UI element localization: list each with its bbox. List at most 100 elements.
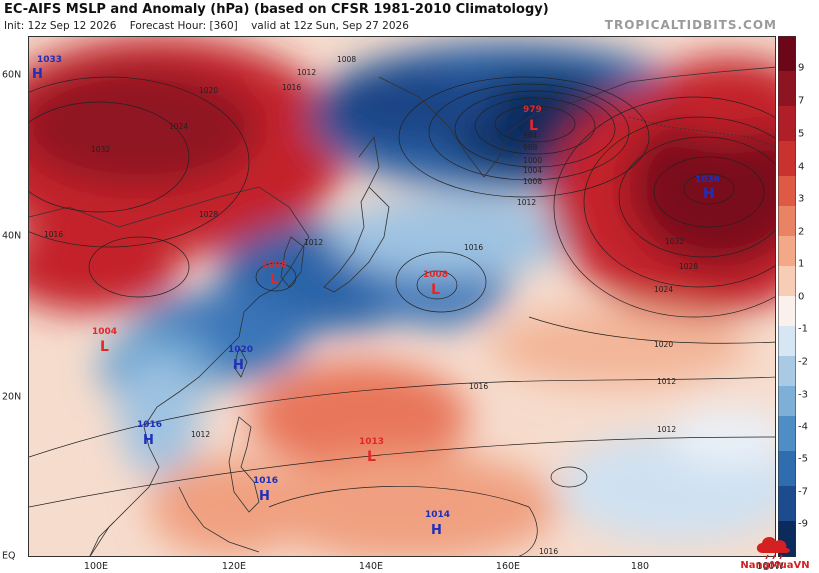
low-center: 979 L	[523, 105, 542, 134]
chart-subtitle: Init: 12z Sep 12 2026 Forecast Hour: [36…	[4, 20, 419, 32]
mslp-anomaly-map: 1008 1012 1016 1016 1020 1024 1028 1032 …	[29, 37, 775, 556]
isobar-label: 1012	[191, 430, 210, 439]
svg-text:H: H	[32, 67, 43, 82]
isobar-label: 1000	[523, 156, 542, 165]
svg-text:1004: 1004	[92, 327, 117, 337]
forecast-hour: Forecast Hour: [360]	[129, 20, 238, 32]
svg-text:1033: 1033	[37, 55, 62, 65]
colorbar	[778, 36, 796, 557]
high-center: 1020 H	[228, 345, 253, 373]
isobar-label: 1028	[199, 210, 218, 219]
header: EC-AIFS MSLP and Anomaly (hPa) (based on…	[0, 0, 819, 36]
isobar-label: 1012	[657, 377, 676, 386]
isobar-label: 1012	[657, 425, 676, 434]
high-center: 1016 H	[137, 420, 162, 448]
isobar-label: 1016	[539, 547, 558, 556]
coastlines	[29, 66, 775, 556]
map-panel: 1008 1012 1016 1016 1020 1024 1028 1032 …	[28, 36, 776, 557]
high-center: 1014 H	[425, 510, 450, 538]
isobar-label: 1020	[199, 86, 218, 95]
svg-text:H: H	[259, 489, 270, 504]
isobar-label: 1012	[517, 198, 536, 207]
svg-text:1016: 1016	[253, 476, 278, 486]
svg-text:H: H	[233, 358, 244, 373]
isobar-label: 1016	[44, 230, 63, 239]
colorbar-label: -9	[798, 518, 808, 530]
lon-label: 120E	[221, 561, 247, 572]
colorbar-label: 9	[798, 62, 805, 74]
svg-text:1016: 1016	[137, 420, 162, 430]
logo-text: NangMuaVN	[740, 560, 810, 571]
colorbar-label: -2	[798, 356, 808, 368]
colorbar-label: 4	[798, 161, 805, 173]
low-center: 1013 L	[359, 437, 384, 465]
colorbar-label: -7	[798, 486, 808, 498]
svg-text:L: L	[529, 118, 538, 134]
isobar-label: 984	[523, 131, 538, 140]
isobar-label: 1016	[469, 382, 488, 391]
colorbar-label: 3	[798, 193, 805, 205]
colorbar-label: -4	[798, 421, 808, 433]
svg-text:1008: 1008	[262, 260, 287, 270]
svg-text:H: H	[703, 186, 715, 202]
isobar-label: 1016	[282, 83, 301, 92]
colorbar-label: -3	[798, 389, 808, 401]
svg-text:979: 979	[523, 105, 542, 115]
isobar-label: 1032	[91, 145, 110, 154]
brand-logo: NangMuaVN	[735, 531, 815, 571]
colorbar-label: 0	[798, 291, 805, 303]
isobars	[29, 76, 775, 556]
isobar-label: 1024	[654, 285, 673, 294]
lon-label: 160E	[495, 561, 521, 572]
lon-label: 180	[630, 561, 650, 572]
lat-label: 60N	[2, 69, 22, 81]
watermark: TROPICALTIDBITS.COM	[604, 18, 777, 32]
low-center: 1008 L	[423, 270, 448, 298]
cloud-icon	[756, 537, 790, 560]
svg-text:L: L	[100, 339, 109, 355]
lon-label: 100E	[83, 561, 109, 572]
svg-text:1020: 1020	[228, 345, 253, 355]
high-center: 1036 H	[695, 175, 720, 202]
svg-text:L: L	[367, 449, 376, 465]
colorbar-label: 5	[798, 128, 805, 140]
lat-label: EQ	[2, 550, 16, 562]
isobar-label: 1008	[523, 177, 542, 186]
isobar-label: 1032	[665, 237, 684, 246]
svg-text:L: L	[431, 282, 440, 298]
high-center: 1016 H	[253, 476, 278, 504]
svg-text:L: L	[270, 272, 279, 288]
anomaly-field	[29, 37, 775, 556]
isobar-label: 1020	[654, 340, 673, 349]
low-center: 1008 L	[262, 260, 287, 288]
pressure-centers: 1033 H 979 L 1036 H 1008 L 1008 L 1004 L	[32, 55, 720, 538]
lat-label: 40N	[2, 230, 22, 242]
colorbar-label: 2	[798, 226, 805, 238]
isobar-label: 1004	[523, 166, 542, 175]
valid-time: valid at 12z Sun, Sep 27 2026	[251, 20, 409, 32]
isobar-label: 1024	[169, 122, 188, 131]
isobar-labels: 1008 1012 1016 1016 1020 1024 1028 1032 …	[44, 55, 698, 556]
isobar-label: 1028	[679, 262, 698, 271]
svg-text:1013: 1013	[359, 437, 384, 447]
colorbar-label: 7	[798, 95, 805, 107]
isobar-label: 1008	[337, 55, 356, 64]
lon-label: 140E	[358, 561, 384, 572]
colorbar-label: -5	[798, 453, 808, 465]
colorbar-label: 1	[798, 258, 805, 270]
lat-label: 20N	[2, 391, 22, 403]
isobar-label: 1016	[464, 243, 483, 252]
isobar-label: 1012	[297, 68, 316, 77]
chart-title: EC-AIFS MSLP and Anomaly (hPa) (based on…	[4, 2, 549, 17]
svg-text:H: H	[431, 523, 442, 538]
colorbar-label: -1	[798, 323, 808, 335]
isobar-label: 1012	[304, 238, 323, 247]
lon-label: 160W	[756, 561, 784, 572]
isobar-label: 988	[523, 143, 538, 152]
high-center: 1033 H	[32, 55, 62, 82]
svg-text:1036: 1036	[695, 175, 720, 185]
low-center: 1004 L	[92, 327, 117, 355]
svg-text:1008: 1008	[423, 270, 448, 280]
svg-text:H: H	[143, 433, 154, 448]
init-time: Init: 12z Sep 12 2026	[4, 20, 117, 32]
